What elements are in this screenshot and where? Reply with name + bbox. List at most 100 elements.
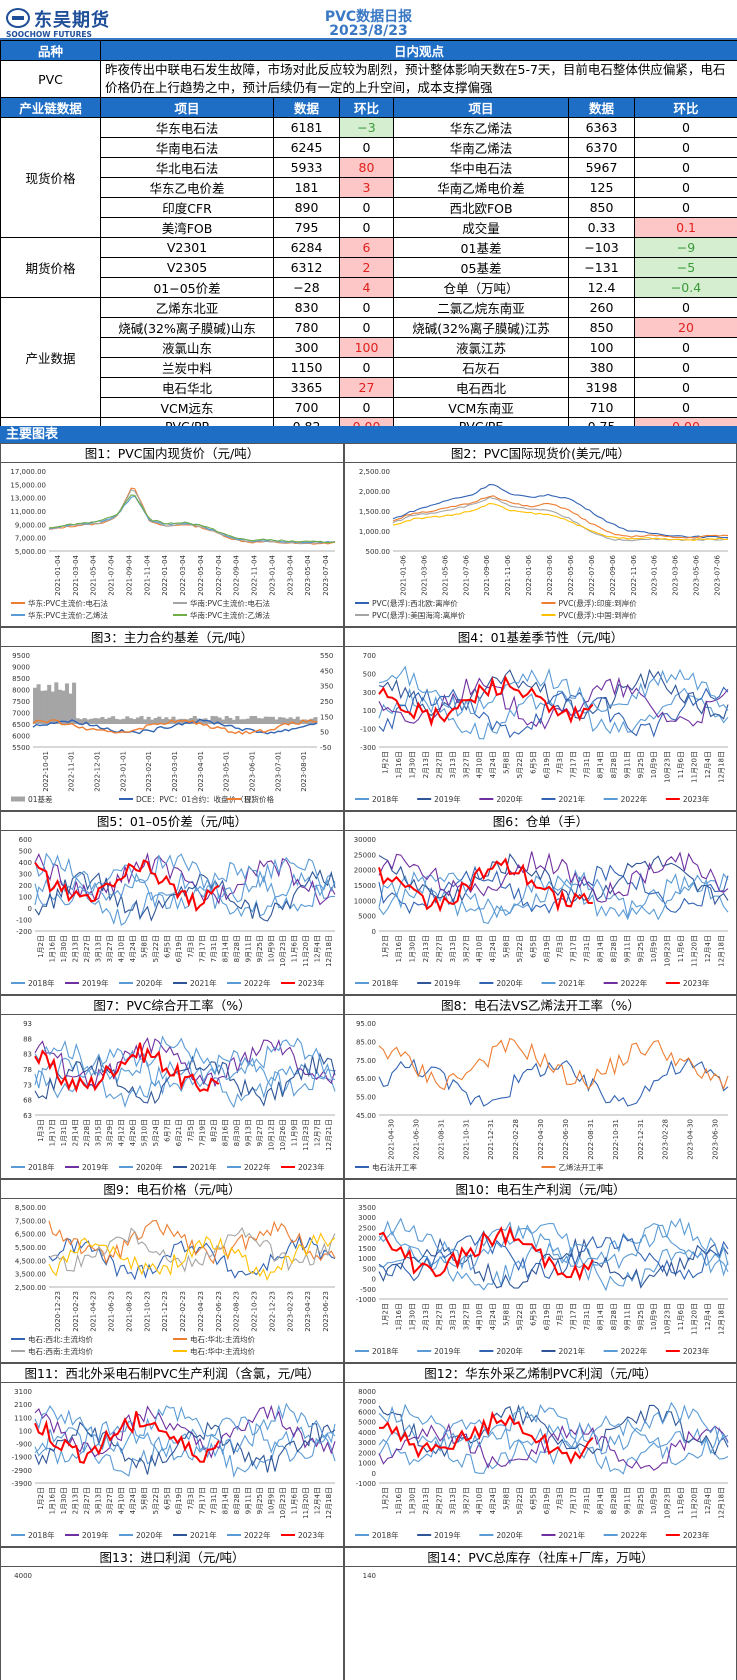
x-tick-label: 9月11日 (623, 1303, 631, 1330)
basis-bar (118, 719, 123, 724)
series-line (378, 1410, 594, 1465)
item-change: 0 (633, 337, 737, 358)
item-change: 27 (339, 377, 394, 398)
x-tick-label: 1月30日 (60, 935, 68, 962)
legend-label: 2021年 (559, 1346, 586, 1356)
x-tick-label: 8月28日 (610, 1487, 618, 1514)
item-change: 4 (339, 277, 394, 298)
table-row: 华北电石法 5933 80 华中电石法 5967 0 (1, 157, 737, 178)
legend-label: 2020年 (496, 794, 523, 804)
item-change: 0 (633, 117, 737, 138)
chart-svg: 8,500.00 7,500.00 6,500.00 5,500.00 4,500.00… (11, 1204, 336, 1356)
item-name: 成交量 (393, 217, 569, 238)
chart-panel: 图9：电石价格（元/吨） 8,500.00 7,500.00 6,500.00 5,50… (0, 1179, 344, 1363)
legend-label: 2020年 (496, 978, 523, 988)
series-line (378, 674, 594, 728)
x-tick-label: 5月8日 (141, 935, 149, 958)
legend-label: 2020年 (136, 1162, 163, 1172)
legend-label: 华南:PVC主流价:电石法 (190, 598, 270, 608)
x-tick-label: 7月5日 (187, 1119, 195, 1142)
basis-bar (125, 716, 130, 724)
y2-tick-label: 350 (320, 683, 333, 691)
x-tick-label: 6月19日 (543, 751, 551, 778)
basis-bar (285, 718, 290, 724)
x-tick-label: 11月6日 (291, 1487, 299, 1514)
y-tick-label: 1000 (358, 1460, 376, 1468)
series-line (34, 1042, 220, 1093)
x-tick-label: 7月17日 (570, 1303, 578, 1330)
x-tick-label: 4月10日 (118, 935, 126, 962)
x-tick-label: 7月3日 (556, 1487, 564, 1510)
x-tick-label: 2023-05-06 (693, 554, 701, 595)
basis-bar (57, 689, 62, 724)
y-tick-label: 140 (363, 1572, 376, 1580)
item-value: 300 (273, 337, 340, 358)
y-tick-label: 5,500.00 (15, 1244, 46, 1252)
legend-label: 华东:PVC主流价:电石法 (28, 598, 108, 608)
x-tick-label: 2023-04-30 (687, 1119, 695, 1160)
y-tick-label: 65.00 (356, 1075, 376, 1083)
x-tick-label: 8月28日 (233, 1487, 241, 1514)
x-tick-label: 2月28日 (83, 1119, 91, 1146)
series-line (378, 1221, 729, 1274)
chart-title: 图12：华东外采乙烯制PVC利润（元/吨） (345, 1364, 736, 1383)
x-tick-label: 2022-10-23 (251, 1291, 259, 1332)
group-label: 产业数据 (0, 297, 101, 418)
header-chg-right: 环比 (633, 97, 737, 118)
x-tick-label: 12月18日 (717, 1487, 725, 1519)
y-tick-label: 0 (372, 1276, 376, 1284)
y2-tick-label: 550 (320, 652, 333, 660)
y-tick-label: 700 (363, 652, 376, 660)
header-view: 日内观点 (99, 40, 737, 61)
basis-bar (150, 719, 155, 724)
x-tick-label: 2021-10-31 (462, 1119, 470, 1160)
y-tick-label: 3000 (358, 1439, 376, 1447)
x-tick-label: 1月30日 (409, 1303, 417, 1330)
x-tick-label: 2021-04-23 (90, 1291, 98, 1332)
x-tick-label: 7月3日 (556, 1303, 564, 1326)
x-tick-label: 10月23日 (664, 751, 672, 783)
y-tick-label: 55.00 (356, 1094, 376, 1102)
x-tick-label: 2月27日 (435, 935, 443, 962)
item-value: 125 (568, 177, 635, 198)
product-name: PVC (0, 60, 101, 98)
series-line (48, 494, 336, 544)
chart-panel: 图10：电石生产利润（元/吨） 3500 3000 2500 2000 1500 1000 5… (344, 1179, 737, 1363)
x-tick-label: 3月27日 (462, 1303, 470, 1330)
x-tick-label: 2023-01-04 (268, 554, 276, 595)
x-tick-label: 2021-09-06 (483, 554, 491, 595)
legend-label: 华东:PVC主流价:乙烯法 (28, 610, 108, 620)
x-tick-label: 6月19日 (175, 1487, 183, 1514)
legend-label: PVC(悬浮):中国:到岸价 (559, 610, 638, 620)
x-tick-label: 4月24日 (129, 935, 137, 962)
legend-label: 2018年 (372, 1346, 399, 1356)
item-change: 0 (339, 217, 394, 238)
item-value: 780 (273, 317, 340, 338)
item-change: 0 (633, 197, 737, 218)
legend-label: 华南:PVC主流价:乙烯法 (190, 610, 270, 620)
item-change: 80 (339, 157, 394, 178)
x-tick-label: 7月31日 (210, 1487, 218, 1514)
x-tick-label: 2022-11-01 (68, 751, 76, 792)
basis-bar (256, 718, 261, 724)
series-line (392, 502, 729, 541)
x-tick-label: 2022-05-04 (197, 554, 205, 595)
y-tick-label: 85.00 (356, 1038, 376, 1046)
x-tick-label: 2月27日 (83, 935, 91, 962)
y-tick-label: 2000 (358, 1449, 376, 1457)
x-tick-label: 4月10日 (476, 1487, 484, 1514)
y-tick-label: 7000 (12, 710, 30, 718)
x-tick-label: 12月18日 (717, 935, 725, 967)
x-tick-label: 7月31日 (583, 751, 591, 778)
basis-bar (238, 719, 243, 724)
x-tick-label: 11月20日 (690, 1487, 698, 1519)
y-tick-label: 0 (372, 928, 376, 936)
item-change: 0 (339, 197, 394, 218)
logo-cn: 东吴期货 (34, 10, 110, 31)
x-tick-label: 9月13日 (244, 1119, 252, 1146)
y-tick-label: 1000 (358, 1255, 376, 1263)
item-change: 0 (339, 297, 394, 318)
y-tick-label: -1000 (356, 1480, 376, 1488)
x-tick-label: 1月16日 (48, 1487, 56, 1514)
